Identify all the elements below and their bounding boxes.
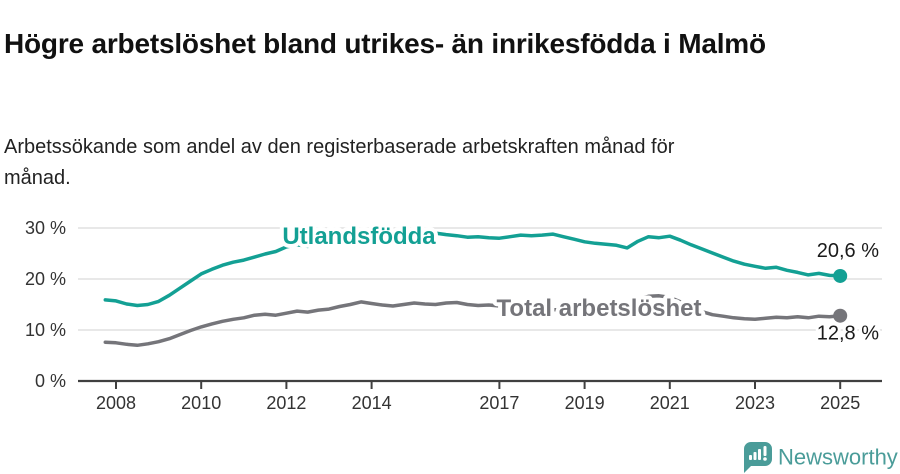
x-tick-label: 2023 — [735, 393, 775, 413]
series-label-utlandsfödda: Utlandsfödda — [282, 223, 436, 250]
page-title: Högre arbetslöshet bland utrikes- än inr… — [4, 27, 766, 59]
x-tick-label: 2017 — [479, 393, 519, 413]
newsworthy-wordmark: Newsworthy — [778, 445, 898, 470]
x-axis-labels: 2008 2010 2012 2014 2017 2019 2021 2023 2025 — [96, 393, 860, 413]
x-tick-label: 2008 — [96, 393, 136, 413]
y-tick-label: 30 % — [25, 218, 66, 238]
x-tick-label: 2019 — [565, 393, 605, 413]
y-axis-labels: 0 % 10 % 20 % 30 % — [25, 218, 66, 391]
end-value-label: 12,8 % — [817, 323, 879, 345]
y-tick-label: 0 % — [35, 371, 66, 391]
newsworthy-logo: Newsworthy — [744, 442, 898, 473]
chart-subtitle: Arbetssökande som andel av den registerb… — [4, 136, 675, 189]
line-utlandsfödda — [103, 231, 842, 308]
x-tick-label: 2014 — [352, 393, 392, 413]
series-end-dots — [833, 268, 848, 323]
y-tick-label: 20 % — [25, 269, 66, 289]
x-axis — [78, 379, 882, 389]
x-tick-label: 2010 — [181, 393, 221, 413]
y-tick-label: 10 % — [25, 320, 66, 340]
x-tick-label: 2025 — [820, 393, 860, 413]
gridlines — [78, 227, 882, 331]
series-end-value-labels: 20,6 % 12,8 % — [814, 237, 882, 348]
x-tick-label: 2021 — [650, 393, 690, 413]
end-dot — [833, 268, 848, 283]
end-value-label: 20,6 % — [817, 240, 879, 262]
series-label-total-arbetslöshet: Total arbetslöshet — [497, 295, 702, 322]
logo-bars — [749, 446, 767, 461]
x-tick-label: 2012 — [266, 393, 306, 413]
line-total-arbetslöshet — [103, 294, 842, 348]
end-dot — [833, 308, 848, 323]
data-series — [103, 231, 842, 348]
series-inline-labels: Utlandsfödda Total arbetslöshet — [278, 219, 705, 326]
